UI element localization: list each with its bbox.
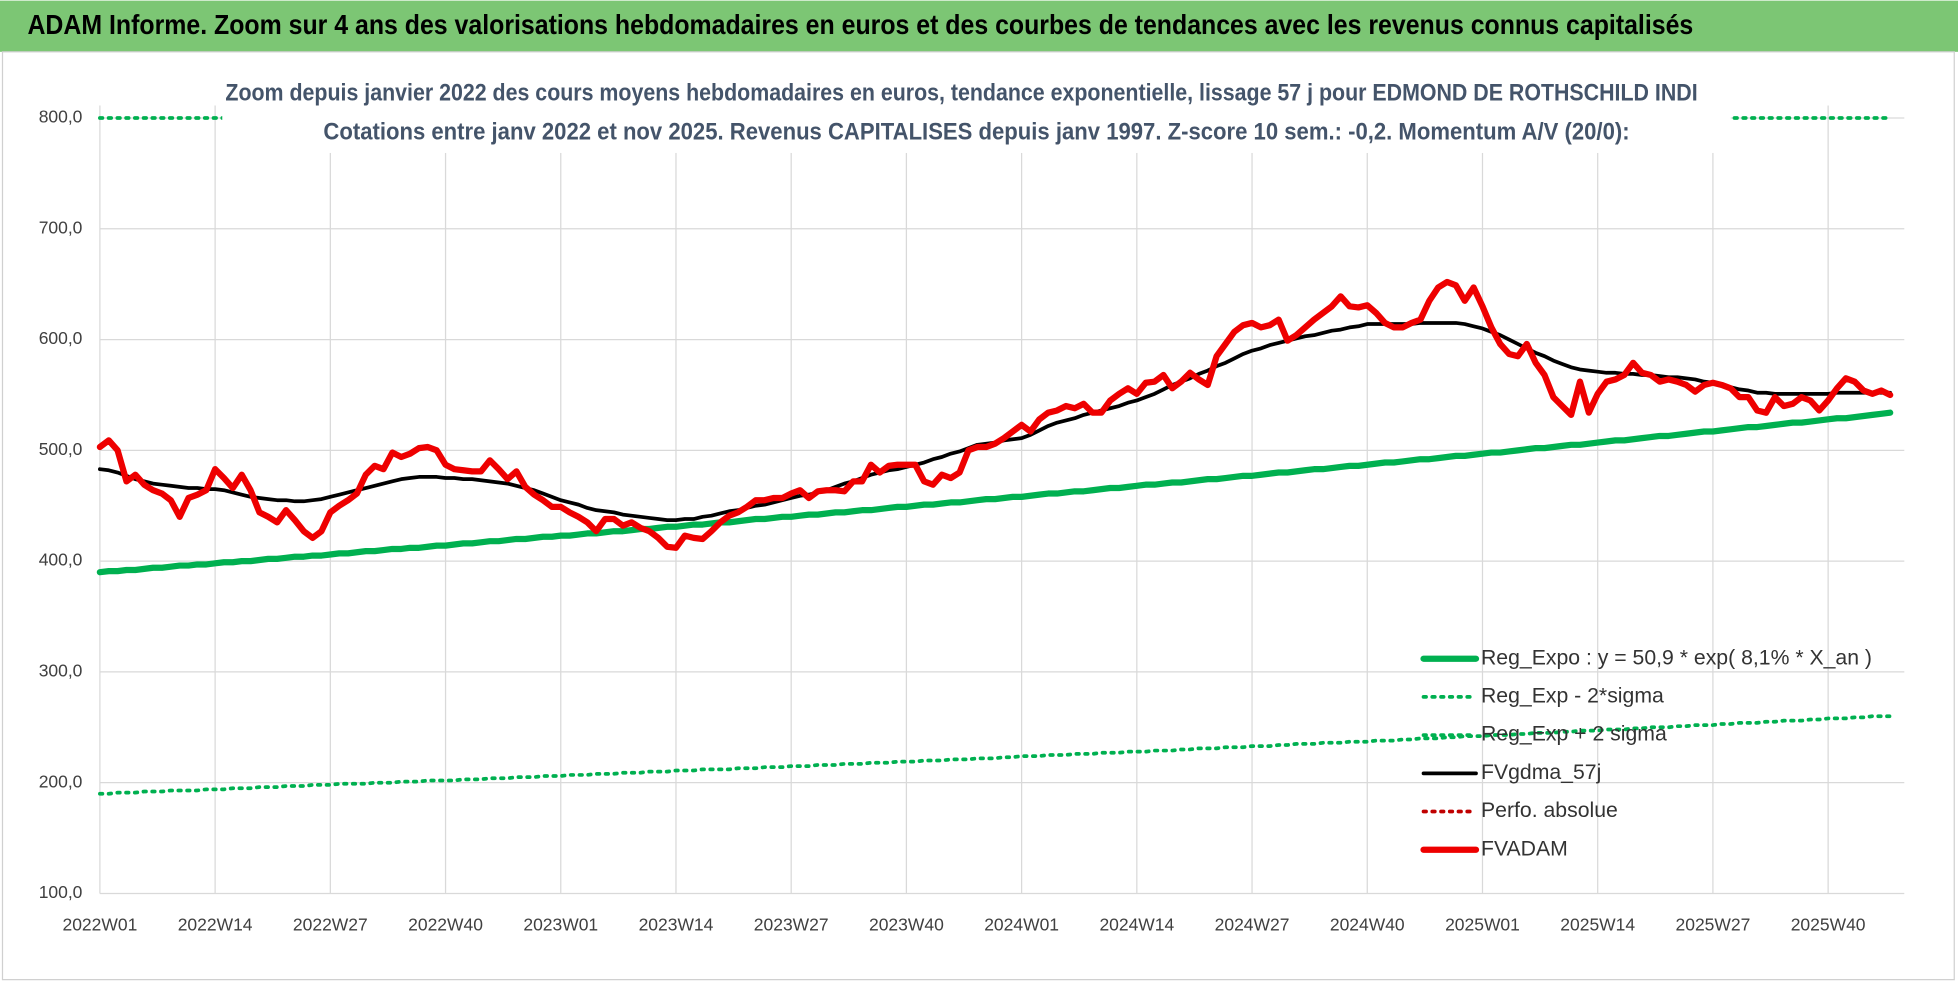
y-tick-label: 100,0 (39, 882, 83, 902)
y-tick-label: 400,0 (39, 550, 83, 570)
x-tick-label: 2022W14 (178, 915, 253, 935)
x-tick-label: 2025W27 (1676, 915, 1751, 935)
y-tick-label: 600,0 (39, 328, 83, 348)
x-tick-label: 2023W01 (523, 915, 598, 935)
y-tick-label: 800,0 (39, 107, 83, 127)
legend-label: Reg_Expo : y = 50,9 * exp( 8,1% * X_an ) (1481, 646, 1872, 669)
x-tick-label: 2024W40 (1330, 915, 1405, 935)
legend-label: Reg_Exp + 2 sigma (1481, 723, 1667, 746)
x-tick-label: 2024W14 (1099, 915, 1174, 935)
legend: Reg_Expo : y = 50,9 * exp( 8,1% * X_an )… (1420, 646, 1872, 860)
header-bar (0, 0, 1958, 52)
x-tick-label: 2022W40 (408, 915, 483, 935)
x-tick-label: 2023W40 (869, 915, 944, 935)
legend-label: FVgdma_57j (1481, 761, 1601, 784)
subtitle-background (222, 73, 1731, 153)
series-line (98, 714, 1893, 796)
legend-label: Perfo. absolue (1481, 799, 1618, 822)
x-tick-label: 2023W27 (754, 915, 829, 935)
legend-label: Reg_Exp - 2*sigma (1481, 685, 1664, 708)
y-tick-label: 200,0 (39, 771, 83, 791)
legend-label: FVADAM (1481, 837, 1568, 860)
y-tick-label: 500,0 (39, 439, 83, 459)
chart-border (1, 51, 1955, 981)
chart-title: ADAM Informe. Zoom sur 4 ans des valoris… (27, 9, 1693, 40)
plot-area: 100,0 200,0 300,0 400,0 500,0 600,0 700,0 800,0… (39, 105, 1905, 935)
series-line (96, 278, 1894, 551)
y-tick-label: 300,0 (39, 661, 83, 681)
y-tick-label: 700,0 (39, 217, 83, 237)
subtitle: Zoom depuis janvier 2022 des cours moyen… (225, 81, 1697, 107)
x-tick-label: 2025W14 (1560, 915, 1635, 935)
x-tick-label: 2023W14 (639, 915, 714, 935)
x-tick-label: 2025W40 (1791, 915, 1866, 935)
subtitle: Cotations entre janv 2022 et nov 2025. R… (323, 119, 1629, 145)
series-line (96, 409, 1894, 576)
x-tick-label: 2024W01 (984, 915, 1059, 935)
x-tick-label: 2024W27 (1215, 915, 1290, 935)
x-tick-label: 2022W01 (63, 915, 138, 935)
x-tick-label: 2025W01 (1445, 915, 1520, 935)
x-tick-label: 2022W27 (293, 915, 368, 935)
